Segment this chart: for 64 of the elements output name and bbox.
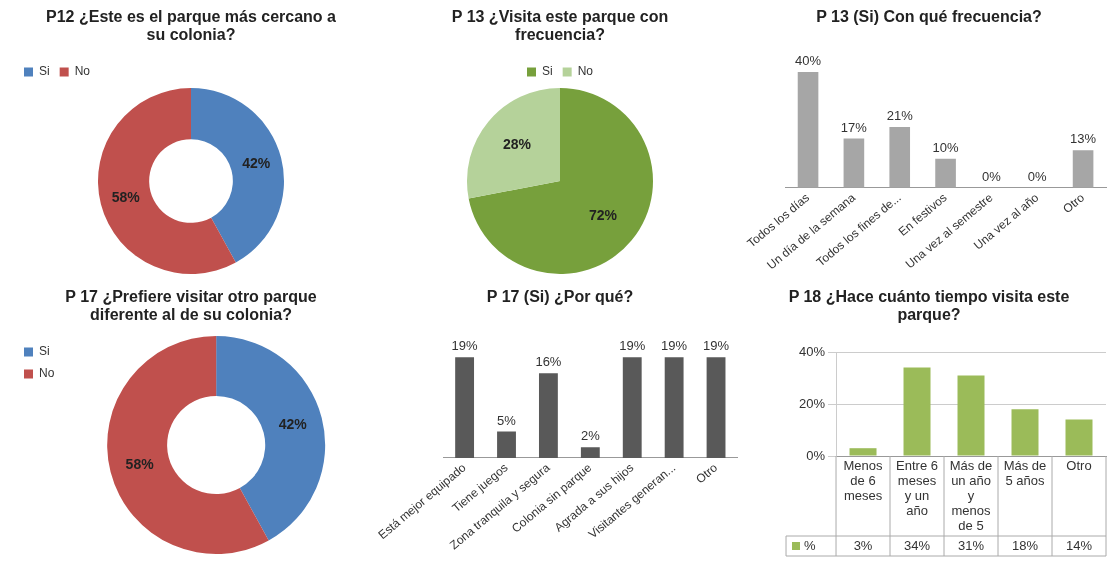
bar [935,158,956,188]
chart-title: P 17 (Si) ¿Por qué? [485,288,635,307]
y-tick-label: 20% [798,395,826,411]
chart-title: P 13 (Si) Con qué frecuencia? [815,8,1043,27]
y-tick-label: 40% [798,343,826,359]
data-label: 72% [588,207,618,224]
x-tick-label: Entre 6 meses y un año [896,458,938,519]
bar [538,373,558,458]
data-label: 28% [502,136,532,153]
data-label: 58% [111,188,141,205]
bar [1065,419,1093,456]
data-label: 0% [982,168,1002,184]
data-label: 18% [1011,537,1039,553]
data-label: 5% [497,412,517,428]
chart-title: P 17 ¿Prefiere visitar otro parque diferente al de su colonia? [64,288,318,325]
data-label: 21% [886,108,914,124]
legend-label: % [804,537,817,553]
bar [706,357,726,458]
x-tick-label: Más de 5 años [1003,458,1047,489]
data-label: 34% [904,537,931,553]
bar [843,138,865,188]
legend-label: No [74,64,91,79]
bar [957,375,985,456]
data-label: 19% [661,338,688,354]
bar [497,431,516,458]
bar [903,367,931,456]
x-tick-label: Otro [1066,458,1092,474]
chart-title: P 18 ¿Hace cuánto tiempo visita este parque? [787,288,1071,325]
data-label: 16% [535,354,562,370]
bar [797,72,819,188]
legend-label: No [39,366,55,381]
chart-title: P12 ¿Este es el parque más cercano a su colonia? [45,8,337,45]
data-label: 31% [957,537,985,553]
data-label: 42% [278,416,308,433]
bar [849,448,877,456]
chart-title: P 13 ¿Visita este parque con frecuencia? [450,8,670,45]
bar [1072,150,1094,188]
data-label: 42% [242,155,271,172]
legend-label: Si [39,344,50,359]
y-tick-label: 0% [806,447,826,463]
x-tick-label: Menos de 6 meses [843,458,884,504]
data-label: 2% [580,428,601,444]
data-label: 19% [703,338,730,354]
data-label: 13% [1070,131,1097,147]
data-label: 14% [1065,537,1093,553]
bar [1011,409,1039,456]
data-label: 19% [619,338,646,354]
data-label: 17% [840,119,868,135]
data-label: 0% [1027,168,1048,184]
bar [455,357,475,458]
data-label: 10% [932,139,960,155]
data-label: 19% [451,338,479,354]
legend-label: Si [39,64,50,79]
x-tick-label: Más de un año y menos de 5 [949,458,993,534]
x-tick-label: Otro [693,460,721,487]
data-label: 3% [853,537,873,553]
bar [889,127,911,188]
bar [580,447,600,458]
legend-label: Si [542,64,553,79]
legend-label: No [577,64,594,79]
data-label: 58% [125,455,155,472]
bar [664,357,684,458]
bar [622,357,642,458]
x-tick-label: Otro [1060,190,1088,217]
